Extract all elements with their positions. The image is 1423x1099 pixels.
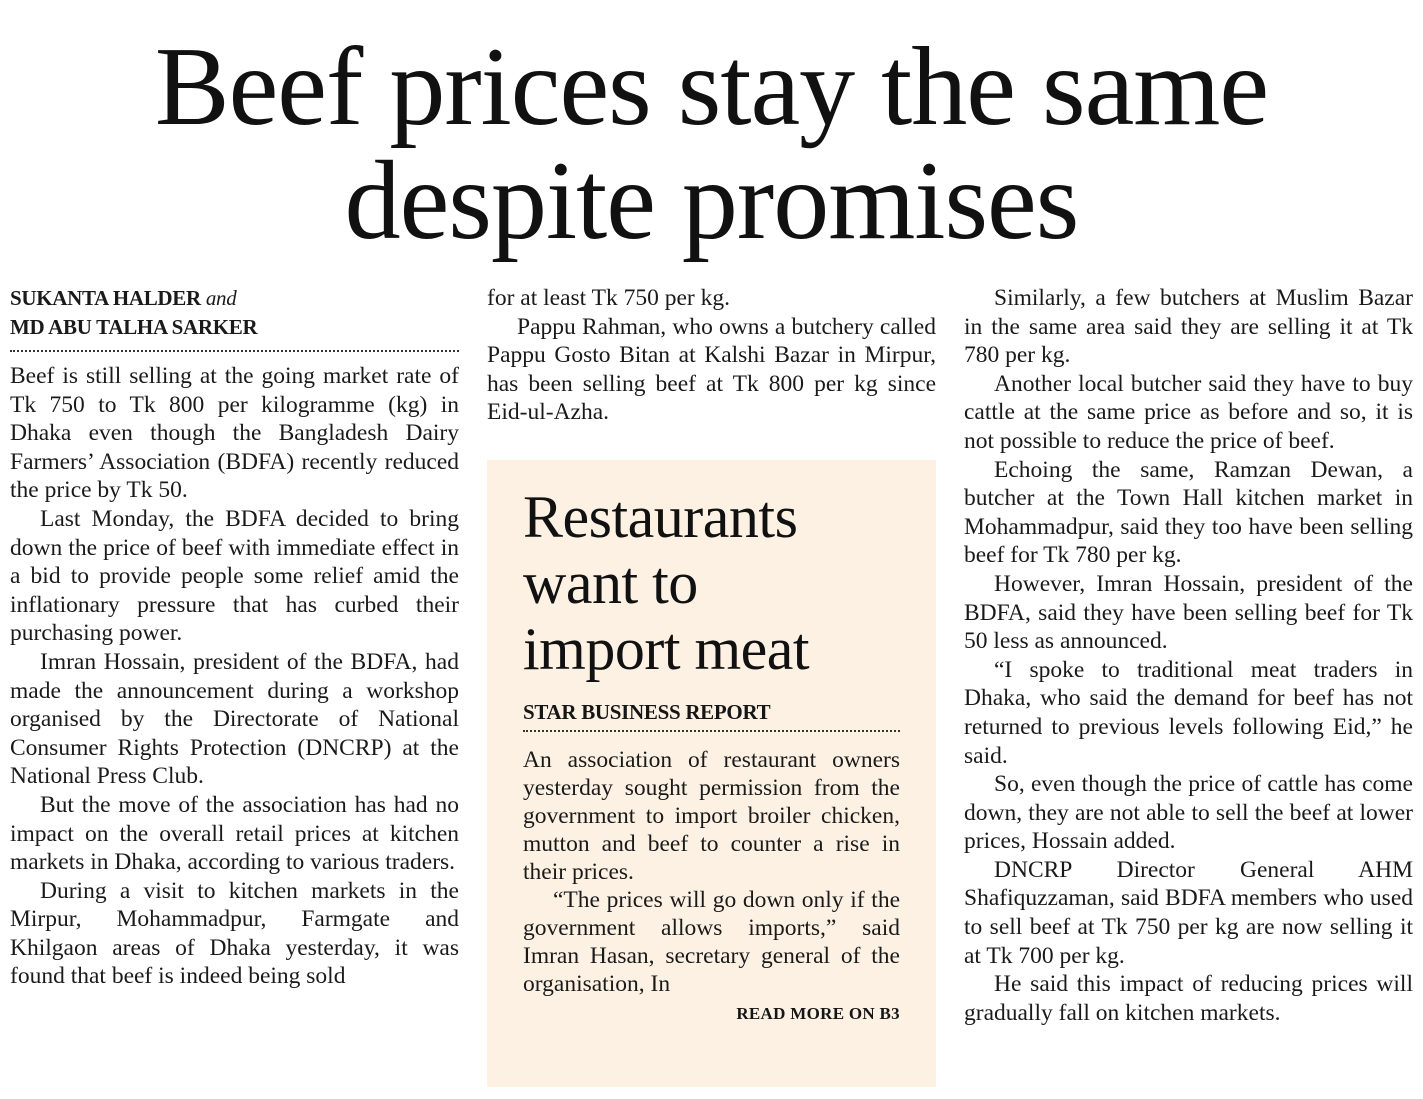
paragraph: However, Imran Hossain, president of the…	[964, 570, 1413, 655]
related-paragraph: “The prices will go down only if the gov…	[523, 887, 900, 997]
article-column-1: SUKANTA HALDER and MD ABU TALHA SARKER B…	[10, 284, 459, 991]
headline-line-1: Beef prices stay the same	[154, 25, 1269, 149]
article-column-3: Similarly, a few butchers at Muslim Baza…	[964, 284, 1413, 1027]
paragraph: Last Monday, the BDFA decided to bring d…	[10, 505, 459, 647]
related-story-box: Restaurants want to import meat STAR BUS…	[487, 460, 936, 1087]
related-byline-divider	[523, 730, 900, 732]
paragraph: During a visit to kitchen markets in the…	[10, 877, 459, 990]
paragraph: But the move of the association has had …	[10, 791, 459, 876]
paragraph: Echoing the same, Ramzan Dewan, a butche…	[964, 456, 1413, 569]
paragraph: for at least Tk 750 per kg.	[487, 285, 730, 311]
related-paragraph: An association of restaurant owners yest…	[523, 747, 900, 885]
headline: Beef prices stay the same despite promis…	[0, 30, 1423, 258]
paragraph: Similarly, a few butchers at Muslim Baza…	[964, 285, 1413, 369]
read-more-link[interactable]: READ MORE ON B3	[736, 1004, 900, 1023]
related-title-line-1: Restaurants	[523, 484, 798, 550]
related-story-title: Restaurants want to import meat	[523, 484, 900, 682]
related-title-line-2: want to	[523, 550, 698, 616]
byline-connector: and	[205, 286, 237, 310]
paragraph: Pappu Rahman, who owns a butchery called…	[487, 313, 936, 426]
paragraph: Beef is still selling at the going marke…	[10, 363, 459, 504]
article-column-2: for at least Tk 750 per kg. Pappu Rahman…	[487, 284, 936, 427]
byline-divider	[10, 350, 459, 352]
related-title-line-3: import meat	[523, 616, 810, 682]
related-story-byline: STAR BUSINESS REPORT	[523, 700, 771, 724]
paragraph: “I spoke to traditional meat traders in …	[964, 656, 1413, 769]
byline: SUKANTA HALDER and	[10, 284, 459, 313]
paragraph: So, even though the price of cattle has …	[964, 771, 1413, 855]
byline-author-2: MD ABU TALHA SARKER	[10, 315, 258, 339]
paragraph: He said this impact of reducing prices w…	[964, 971, 1413, 1026]
headline-line-2: despite promises	[344, 139, 1080, 263]
paragraph: Imran Hossain, president of the BDFA, ha…	[10, 648, 459, 790]
paragraph: Another local butcher said they have to …	[964, 370, 1413, 454]
byline-author-1: SUKANTA HALDER	[10, 286, 201, 310]
paragraph: DNCRP Director General AHM Shafiquzzaman…	[964, 856, 1413, 969]
